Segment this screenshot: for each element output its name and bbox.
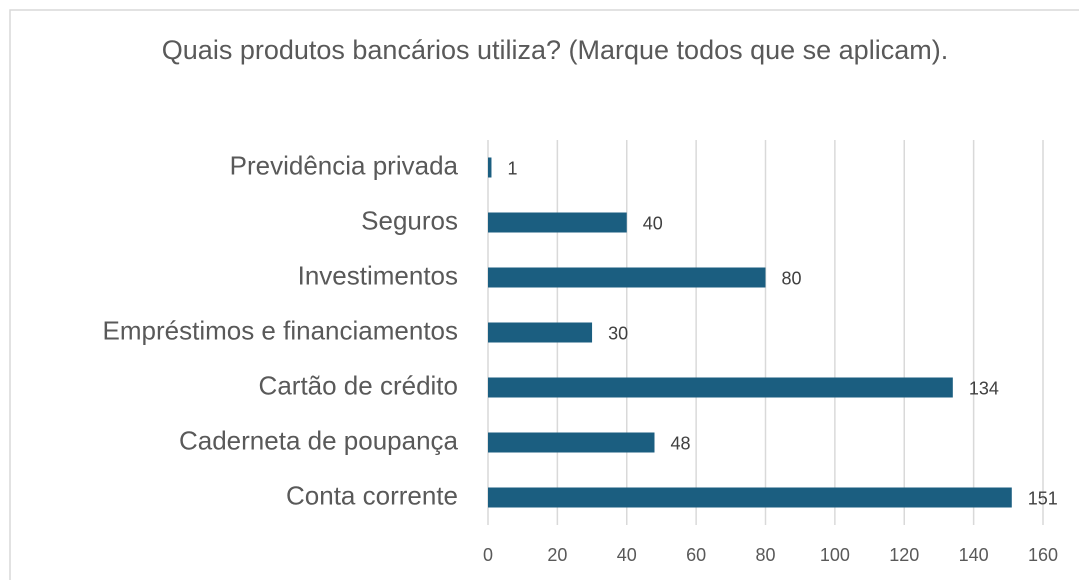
data-label: 48	[671, 433, 691, 453]
chart-border	[9, 9, 1079, 580]
bar	[488, 322, 593, 343]
x-tick-label: 40	[617, 545, 637, 565]
x-tick-label: 140	[959, 545, 989, 565]
bar	[488, 267, 766, 288]
bar	[488, 377, 953, 398]
data-label: 30	[608, 323, 628, 343]
data-label: 1	[507, 158, 517, 178]
chart-title: Quais produtos bancários utiliza? (Marqu…	[161, 35, 949, 65]
y-tick-label: Investimentos	[298, 260, 458, 290]
x-tick-label: 160	[1028, 545, 1058, 565]
bar	[488, 432, 655, 453]
x-tick-label: 0	[483, 545, 493, 565]
data-label: 80	[782, 268, 802, 288]
x-tick-label: 120	[889, 545, 919, 565]
x-tick-label: 20	[547, 545, 567, 565]
bar	[488, 157, 492, 178]
data-label: 40	[643, 213, 663, 233]
x-tick-label: 80	[755, 545, 775, 565]
y-tick-label: Caderneta de poupança	[179, 425, 459, 455]
y-tick-label: Seguros	[361, 205, 458, 235]
data-label: 151	[1028, 488, 1058, 508]
data-label: 134	[969, 378, 999, 398]
y-tick-label: Conta corrente	[286, 480, 458, 510]
y-tick-label: Empréstimos e financiamentos	[103, 315, 458, 345]
x-tick-label: 60	[686, 545, 706, 565]
x-tick-label: 100	[820, 545, 850, 565]
bar	[488, 212, 627, 233]
y-tick-label: Cartão de crédito	[259, 370, 458, 400]
bar	[488, 487, 1012, 508]
y-tick-label: Previdência privada	[230, 150, 459, 180]
